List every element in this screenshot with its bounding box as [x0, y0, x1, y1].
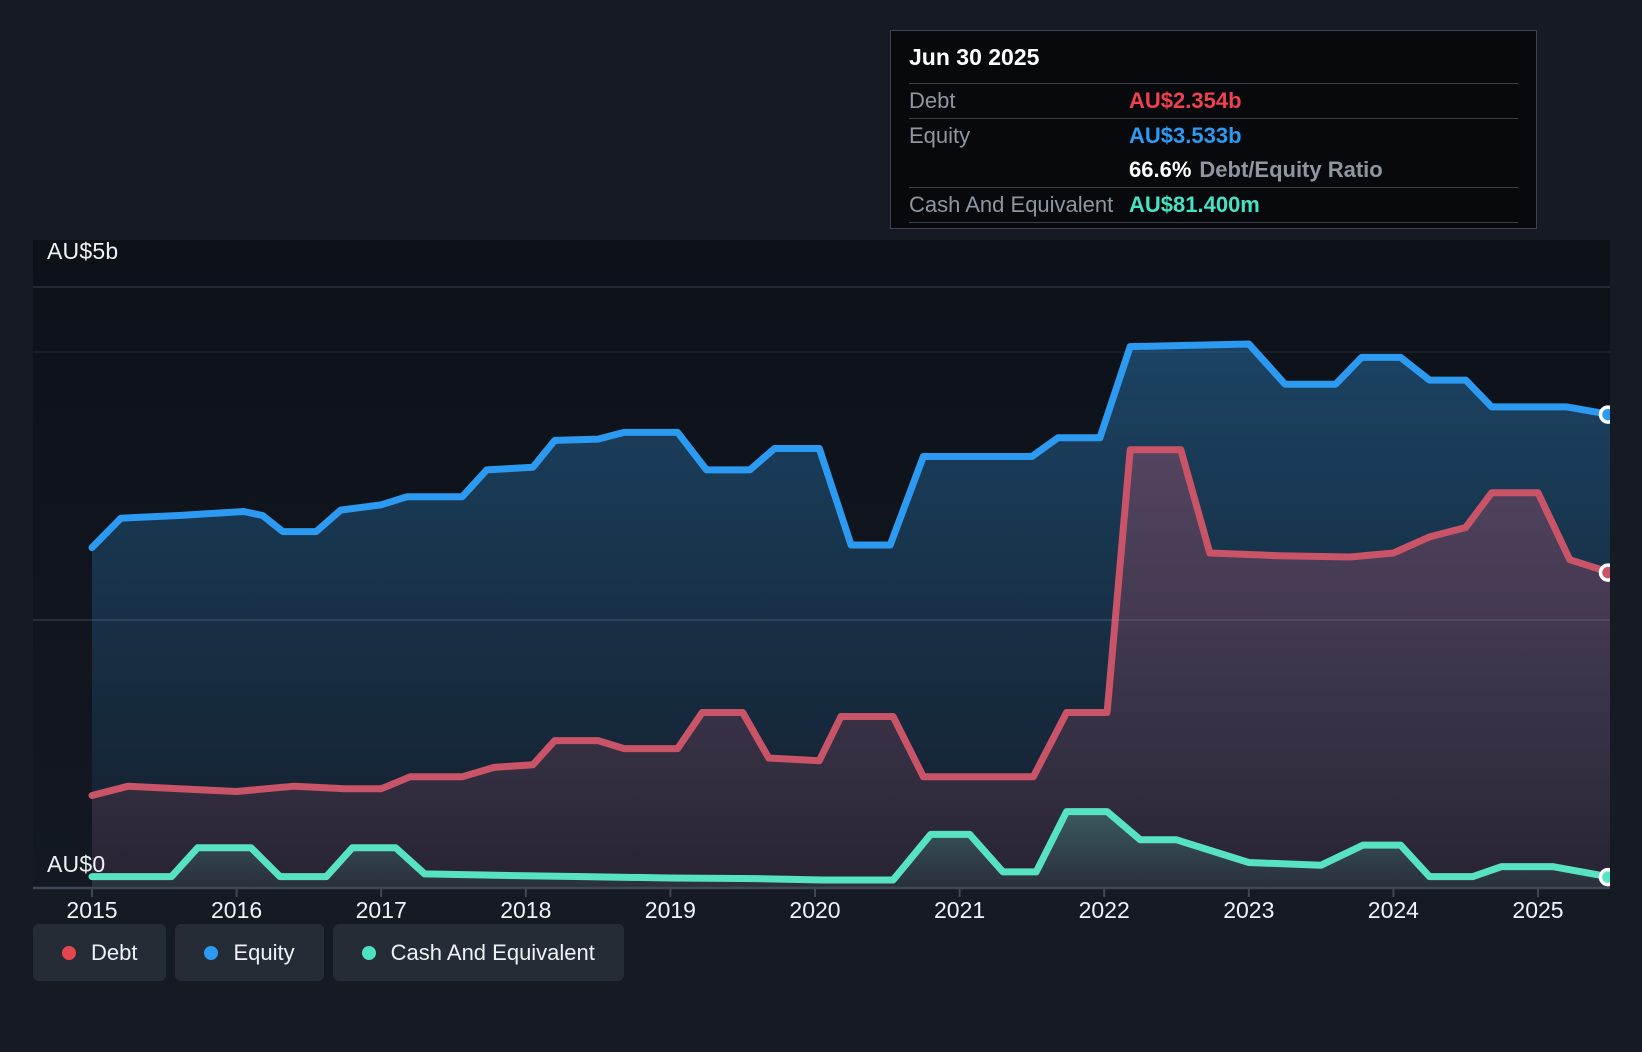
tooltip-ratio: 66.6% Debt/Equity Ratio: [1129, 157, 1383, 183]
tooltip-debt-value: AU$2.354b: [1129, 88, 1242, 113]
debt-area: [92, 449, 1611, 888]
tooltip-date: Jun 30 2025: [909, 31, 1518, 84]
chart-legend: Debt Equity Cash And Equivalent: [33, 924, 624, 981]
y-axis-label-zero: AU$0: [47, 851, 106, 877]
tooltip-row-debt: Debt AU$2.354b: [909, 84, 1518, 119]
tooltip-cash-label: Cash And Equivalent: [909, 192, 1114, 217]
x-axis-label-2018: 2018: [500, 897, 552, 923]
x-axis-label-2023: 2023: [1223, 897, 1275, 923]
debt-line: [88, 446, 1614, 799]
x-axis-label-2017: 2017: [355, 897, 407, 923]
x-axis-label-2016: 2016: [211, 897, 263, 923]
legend-dot-icon: [361, 945, 376, 960]
tooltip-row-cash: Cash And Equivalent AU$81.400m: [909, 188, 1518, 223]
legend-label: Cash And Equivalent: [390, 939, 595, 965]
x-axis-label-2019: 2019: [644, 897, 696, 923]
x-axis-label-2021: 2021: [934, 897, 986, 923]
equity-line: [88, 340, 1614, 552]
y-axis-label-top: AU$5b: [47, 238, 119, 264]
legend-label: Debt: [91, 939, 138, 965]
legend-item-equity[interactable]: Equity: [175, 924, 324, 981]
cash-and-equivalent-line: [88, 808, 1614, 884]
x-axis-label-2024: 2024: [1367, 897, 1419, 923]
tooltip-debt-label: Debt: [909, 88, 956, 113]
plot-right-mask: [1610, 0, 1642, 1052]
cash-and-equivalent-area: [92, 811, 1611, 888]
tooltip-equity-value: AU$3.533b: [1129, 123, 1242, 148]
tooltip-equity-label: Equity: [909, 123, 971, 148]
tooltip-row-equity: Equity AU$3.533b: [909, 119, 1518, 153]
legend-item-debt[interactable]: Debt: [33, 924, 167, 981]
chart-tooltip: Jun 30 2025 Debt AU$2.354b Equity AU$3.5…: [890, 30, 1537, 229]
tooltip-cash-value: AU$81.400m: [1129, 192, 1260, 217]
tooltip-row-ratio: 66.6% Debt/Equity Ratio: [909, 153, 1518, 188]
legend-item-cash-and-equivalent[interactable]: Cash And Equivalent: [332, 924, 624, 981]
x-axis-label-2015: 2015: [66, 897, 118, 923]
x-axis-label-2022: 2022: [1078, 897, 1130, 923]
x-axis-label-2025: 2025: [1512, 897, 1564, 923]
legend-dot-icon: [204, 945, 219, 960]
tooltip-ratio-value: 66.6%: [1129, 157, 1192, 182]
x-axis-label-2020: 2020: [789, 897, 841, 923]
legend-label: Equity: [233, 939, 295, 965]
tooltip-ratio-label: Debt/Equity Ratio: [1199, 157, 1383, 182]
legend-dot-icon: [62, 945, 76, 960]
